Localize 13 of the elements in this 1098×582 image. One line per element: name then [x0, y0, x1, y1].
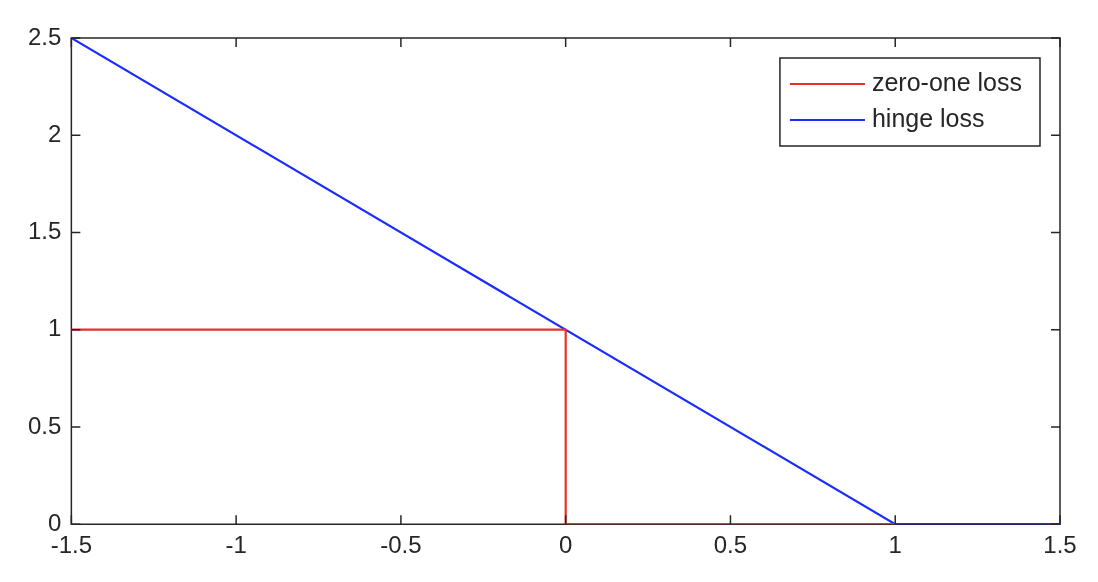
x-tick-label: 0: [559, 531, 573, 559]
x-tick-label: 1: [888, 531, 902, 559]
legend-label: hinge loss: [871, 103, 985, 132]
x-tick-label: 0.5: [713, 531, 748, 559]
y-tick-label: 1: [48, 314, 62, 342]
y-tick-label: 0.5: [27, 411, 62, 439]
legend-label: zero-one loss: [871, 67, 1022, 96]
y-tick-label: 1.5: [27, 217, 62, 245]
x-tick-label: -0.5: [380, 531, 422, 559]
x-tick-label: -1: [225, 531, 247, 559]
x-tick-label: 1.5: [1043, 531, 1077, 559]
y-tick-label: 2: [48, 119, 62, 147]
y-tick-label: 2.5: [27, 22, 62, 50]
